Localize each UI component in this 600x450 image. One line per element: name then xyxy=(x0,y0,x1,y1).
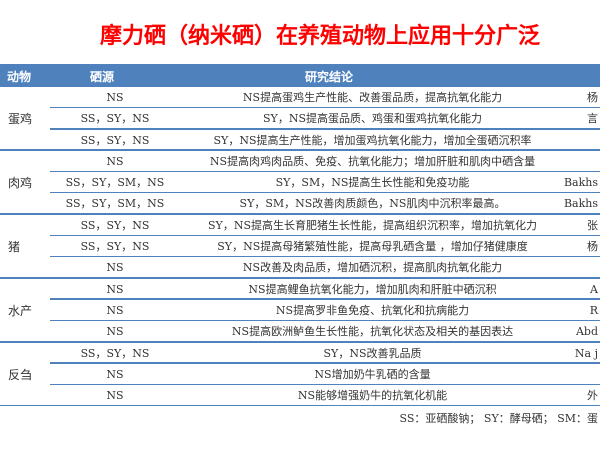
reference-cell: 张 xyxy=(587,218,598,232)
source-cell: SS，SY，NS xyxy=(80,346,150,360)
animal-group: NS NS提高蛋鸡生产性能、改善蛋品质，提高抗氧化能力 杨 SS，SY，NS SY，NS… xyxy=(0,87,600,151)
conclusion-cell: SY，NS提高蛋品质、鸡蛋和蛋鸡抗氧化能力 xyxy=(263,112,482,126)
table-row: SS，SY，NS SY，NS改善乳品质 Na j xyxy=(0,343,600,364)
source-cell: NS xyxy=(106,303,124,317)
table-row: NS NS提高肉鸡肉品质、免疫、抗氧化能力；增加肝脏和肌肉中硒含量 xyxy=(0,151,600,173)
source-cell: NS xyxy=(106,261,124,275)
reference-cell: Bakhs xyxy=(563,197,598,211)
animal-label: 反刍 xyxy=(8,367,33,382)
table-row: NS NS提高欧洲鲈鱼生长性能，抗氧化状态及相关的基因表达 Abd xyxy=(0,321,600,343)
conclusion-cell: SY，NS提高母猪繁殖性能，提高母乳硒含量 ，增加仔猪健康度 xyxy=(217,240,528,254)
table-row: NS NS提高鲤鱼抗氧化能力，增加肌肉和肝脏中硒沉积 A xyxy=(0,279,600,300)
reference-cell: A xyxy=(590,282,598,296)
source-cell: SS，SY，SM，NS xyxy=(65,176,165,190)
source-cell: NS xyxy=(106,282,124,296)
conclusion-cell: NS改善及肉品质，增加硒沉积，提高肌肉抗氧化能力 xyxy=(242,261,503,275)
row-divider xyxy=(50,170,600,173)
animal-label: 水产 xyxy=(8,303,33,318)
row-divider xyxy=(50,234,600,237)
animal-group: SS，SY，NS SY，NS提高生长育肥猪生长性能，提高组织沉积率，增加抗氧化力 张… xyxy=(0,215,600,279)
animal-label: 肉鸡 xyxy=(8,175,33,190)
row-divider xyxy=(50,128,600,130)
header-conclusion: 研究结论 xyxy=(305,70,354,84)
reference-cell: R xyxy=(589,303,598,317)
source-cell: NS xyxy=(106,325,124,339)
table-header: 动物 硒源 研究结论 xyxy=(0,64,600,87)
selenium-application-table: 动物 硒源 研究结论 NS NS提高蛋鸡生产性能、改善蛋品质，提高抗氧化能力杨 SS… xyxy=(0,64,600,407)
row-divider xyxy=(0,404,600,407)
animal-label: 猪 xyxy=(8,239,21,254)
row-divider xyxy=(0,277,600,279)
table-row: NS NS改善及肉品质，增加硒沉积，提高肌肉抗氧化能力 xyxy=(0,257,600,279)
source-cell: SS，SY，NS xyxy=(80,240,150,254)
conclusion-cell: NS提高罗非鱼免疫、抗氧化和抗病能力 xyxy=(275,303,470,317)
source-cell: NS xyxy=(106,389,124,403)
row-divider xyxy=(50,362,600,364)
row-divider xyxy=(0,213,600,215)
row-divider xyxy=(0,341,600,343)
header-animal: 动物 xyxy=(7,70,32,84)
conclusion-cell: SY，SM，NS改善肉质颜色，NS肌肉中沉积率最高。 xyxy=(239,197,506,211)
source-cell: SS，SY，NS xyxy=(80,133,150,147)
row-divider xyxy=(50,106,600,109)
source-cell: NS xyxy=(106,154,124,168)
conclusion-cell: SY，NS提高生产性能，增加蛋鸡抗氧化能力，增加全蛋硒沉积率 xyxy=(213,133,532,147)
table-row: NS NS增加奶牛乳硒的含量 xyxy=(0,364,600,386)
source-cell: NS xyxy=(106,91,124,104)
source-cell: SS，SY，SM，NS xyxy=(65,197,165,211)
row-divider xyxy=(50,383,600,386)
conclusion-cell: SY，NS提高生长育肥猪生长性能，提高组织沉积率，增加抗氧化力 xyxy=(208,218,537,232)
table-row: SS，SY，SM，NS SY，SM，NS改善肉质颜色，NS肌肉中沉积率最高。 Bak… xyxy=(0,193,600,215)
table-row: SS，SY，SM，NS SY，SM，NS提高生长性能和免疫功能 Bakhs xyxy=(0,172,600,194)
table-row: NS NS能够增强奶牛的抗氧化机能 外 xyxy=(0,385,600,407)
table-row: SS，SY，NS SY，NS提高母猪繁殖性能，提高母乳硒含量 ，增加仔猪健康度 杨 xyxy=(0,236,600,258)
table-row: SS，SY，NS SY，NS提高生长育肥猪生长性能，提高组织沉积率，增加抗氧化力 张 xyxy=(0,215,600,237)
conclusion-cell: SY，NS改善乳品质 xyxy=(323,346,422,360)
reference-cell: Na j xyxy=(574,346,598,360)
animal-label: 蛋鸡 xyxy=(8,111,33,126)
table-row: SS，SY，NS SY，NS提高蛋品质、鸡蛋和蛋鸡抗氧化能力 言 xyxy=(0,108,600,130)
reference-cell: Bakhs xyxy=(563,176,598,190)
table-row: SS，SY，NS SY，NS提高生产性能，增加蛋鸡抗氧化能力，增加全蛋硒沉积率 xyxy=(0,130,600,151)
conclusion-cell: NS提高肉鸡肉品质、免疫、抗氧化能力；增加肝脏和肌肉中硒含量 xyxy=(209,154,536,168)
header-source: 硒源 xyxy=(90,70,115,84)
conclusion-cell: SY，SM，NS提高生长性能和免疫功能 xyxy=(275,176,470,190)
reference-cell: 杨 xyxy=(587,91,598,104)
table-body: NS NS提高蛋鸡生产性能、改善蛋品质，提高抗氧化能力杨 SS，SY，NS SY，NS… xyxy=(0,87,600,407)
conclusion-cell: NS提高蛋鸡生产性能、改善蛋品质，提高抗氧化能力 xyxy=(242,91,503,104)
animal-group: NS NS提高鲤鱼抗氧化能力，增加肌肉和肝脏中硒沉积 A NS NS提高罗非鱼免疫、抗氧… xyxy=(0,279,600,343)
conclusion-cell: NS提高欧洲鲈鱼生长性能，抗氧化状态及相关的基因表达 xyxy=(231,325,514,339)
conclusion-cell: NS增加奶牛乳硒的含量 xyxy=(314,367,431,381)
reference-cell: 外 xyxy=(587,389,598,403)
animal-group: SS，SY，NS SY，NS改善乳品质 Na j NS NS增加奶牛乳硒的含量 NS NS能… xyxy=(0,343,600,407)
animal-group: NS NS提高肉鸡肉品质、免疫、抗氧化能力；增加肝脏和肌肉中硒含量 SS，SY，SM… xyxy=(0,151,600,215)
source-cell: NS xyxy=(106,367,124,381)
source-cell: SS，SY，NS xyxy=(80,218,150,232)
table-row: NS NS提高罗非鱼免疫、抗氧化和抗病能力 R xyxy=(0,300,600,322)
reference-cell: 言 xyxy=(587,112,598,126)
row-divider xyxy=(50,255,600,258)
reference-cell: Abd xyxy=(575,325,598,339)
conclusion-cell: NS提高鲤鱼抗氧化能力，增加肌肉和肝脏中硒沉积 xyxy=(248,282,497,296)
table-row: NS NS提高蛋鸡生产性能、改善蛋品质，提高抗氧化能力 杨 xyxy=(0,87,600,109)
footnote-legend: SS：亚硒酸钠； SY：酵母硒； SM：蛋 xyxy=(399,412,598,425)
conclusion-cell: NS能够增强奶牛的抗氧化机能 xyxy=(297,389,448,403)
row-divider xyxy=(50,191,600,194)
page-title: 摩力硒（纳米硒）在养殖动物上应用十分广泛 xyxy=(100,24,541,49)
row-divider xyxy=(50,319,600,322)
reference-cell: 杨 xyxy=(587,240,598,254)
row-divider xyxy=(50,298,600,300)
row-divider xyxy=(0,149,600,151)
source-cell: SS，SY，NS xyxy=(80,112,150,126)
